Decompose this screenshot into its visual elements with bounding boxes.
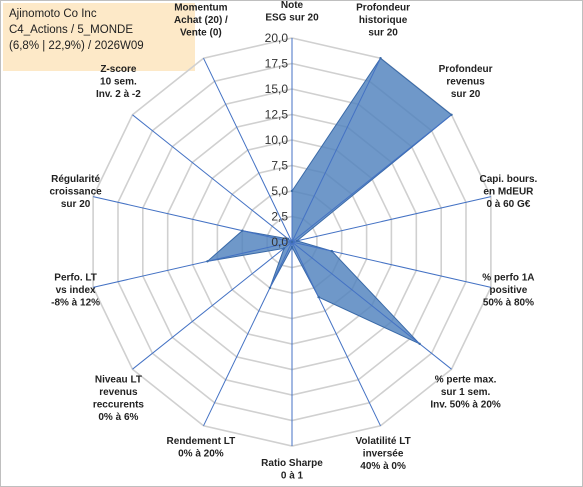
axis-label: Perfo. LT [54, 273, 97, 284]
axis-label: ESG sur 20 [265, 13, 319, 24]
axis-label: positive [490, 285, 528, 296]
title-line-period: (6,8% | 22,9%) / 2026W09 [9, 40, 144, 52]
axis-label: Rendement LT [167, 436, 236, 447]
axis-label: 50% à 80% [483, 298, 534, 309]
axis-spoke [203, 241, 293, 427]
data-point [241, 229, 244, 232]
axis-label: 0% à 6% [98, 412, 138, 423]
data-point [317, 295, 320, 299]
data-point [282, 247, 286, 250]
data-point [450, 113, 453, 117]
axis-label: revenus [446, 77, 485, 88]
axis-label: vs index [56, 285, 96, 296]
axis-label: revenus [99, 387, 138, 398]
axis-label: sur 20 [368, 28, 398, 39]
axis-spoke [291, 196, 492, 243]
axis-label: historique [359, 15, 408, 26]
axis-label: sur 20 [451, 89, 481, 100]
data-point [295, 239, 299, 243]
chart-title-box: Ajinomoto Co Inc C4_Actions / 5_MONDE (6… [3, 3, 195, 71]
data-point [286, 237, 290, 240]
axis-label: inversée [363, 449, 404, 460]
axis-label: Momentum [174, 3, 227, 14]
axis-spoke [291, 114, 452, 243]
axis-label: Volatilité LT [356, 436, 411, 447]
axis-label: Capi. bours. [480, 174, 538, 185]
axis-label: 0 à 1 [281, 471, 304, 482]
data-point [290, 240, 294, 244]
axis-label: -8% à 12% [51, 298, 100, 309]
axis-label: % perte max. [435, 374, 497, 385]
radial-tick-label: 12,5 [265, 108, 289, 122]
axis-label: en MdEUR [483, 186, 534, 197]
axis-label: sur 20 [61, 199, 91, 210]
axis-label: 10 sem. [100, 77, 137, 88]
axis-label: Achat (20) / [174, 15, 228, 26]
axis-spoke [291, 57, 381, 243]
axis-label: Z-score [100, 64, 137, 75]
axis-label: Niveau LT [95, 374, 142, 385]
data-point [330, 249, 333, 253]
axis-spoke [132, 114, 293, 243]
radial-tick-label: 0,0 [271, 235, 288, 249]
radial-tick-label: 2,5 [271, 210, 288, 224]
axis-spoke [92, 241, 293, 288]
axis-label: 0 à 60 G€ [486, 199, 530, 210]
radial-tick-label: 10,0 [265, 133, 289, 147]
axis-label: Régularité [51, 174, 100, 185]
axis-label: 0% à 20% [178, 449, 224, 460]
axis-spoke [291, 241, 381, 427]
title-line-company: Ajinomoto Co Inc [9, 8, 97, 20]
axis-label: Note [281, 0, 304, 11]
axis-label: % perfo 1A [482, 273, 534, 284]
axis-label: Ratio Sharpe [261, 458, 323, 469]
radial-tick-label: 17,5 [265, 57, 289, 71]
title-line-universe: C4_Actions / 5_MONDE [9, 24, 133, 36]
data-point [290, 189, 294, 193]
radial-tick-label: 20,0 [265, 31, 289, 45]
data-point [206, 260, 209, 263]
data-point [418, 342, 421, 345]
axis-label: Inv. 2 à -2 [96, 89, 141, 100]
axis-label: Profondeur [356, 3, 410, 14]
data-series-area [205, 57, 453, 345]
axis-label: sur 1 sem. [441, 387, 491, 398]
data-point [290, 245, 294, 249]
radial-tick-label: 7,5 [271, 159, 288, 173]
axis-spoke [291, 241, 452, 370]
axis-spoke [291, 241, 492, 288]
radial-tick-label: 15,0 [265, 82, 289, 96]
data-point [379, 57, 382, 60]
radial-tick-label: 5,0 [271, 184, 288, 198]
axis-label: 40% à 0% [360, 461, 406, 472]
axis-spoke [203, 57, 293, 243]
axis-label: Inv. 50% à 20% [430, 399, 501, 410]
axis-spoke [92, 196, 293, 243]
axis-label: croissance [49, 186, 102, 197]
axis-spoke [132, 241, 293, 370]
axis-label: reccurents [93, 399, 145, 410]
axis-label: Profondeur [439, 64, 493, 75]
axis-label: Vente (0) [180, 28, 222, 39]
data-point [268, 286, 272, 290]
